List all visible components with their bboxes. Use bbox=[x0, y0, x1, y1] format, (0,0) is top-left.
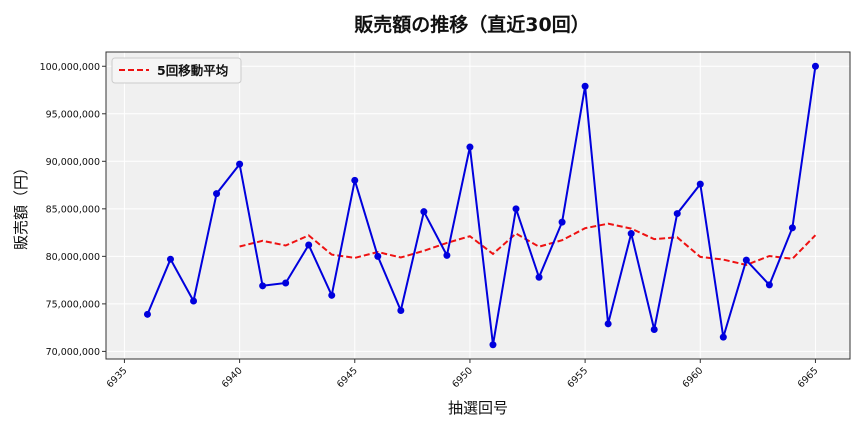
sales-point bbox=[259, 282, 267, 290]
x-axis-ticks: 6935 6940 6945 6950 6955 6960 6965 bbox=[105, 359, 821, 390]
sales-point bbox=[650, 326, 658, 334]
plot-border bbox=[105, 51, 851, 360]
sales-point bbox=[166, 255, 174, 263]
sales-point bbox=[443, 251, 451, 259]
sales-point bbox=[604, 320, 612, 328]
sales-point bbox=[558, 218, 566, 226]
x-tick-label: 6960 bbox=[681, 365, 706, 390]
plot-area bbox=[106, 52, 850, 359]
y-tick-label: 75,000,000 bbox=[46, 299, 100, 310]
x-tick-label: 6950 bbox=[450, 365, 475, 390]
sales-point bbox=[397, 307, 405, 315]
sales-point bbox=[143, 310, 151, 318]
sales-point bbox=[742, 256, 750, 264]
x-tick-label: 6955 bbox=[565, 365, 590, 390]
sales-point bbox=[328, 291, 336, 299]
y-axis-ticks: 70,000,000 75,000,000 80,000,000 85,000,000… bbox=[40, 62, 106, 358]
sales-line bbox=[146, 66, 817, 345]
sales-point bbox=[696, 180, 704, 188]
sales-point bbox=[305, 241, 313, 249]
x-tick-label: 6935 bbox=[105, 365, 130, 390]
sales-point bbox=[190, 297, 198, 305]
legend-box bbox=[111, 57, 242, 84]
sales-point bbox=[673, 210, 681, 218]
sales-point bbox=[811, 62, 819, 70]
sales-point bbox=[535, 273, 543, 281]
sales-point bbox=[466, 143, 474, 151]
legend: 5回移動平均 bbox=[111, 57, 242, 84]
y-tick-label: 80,000,000 bbox=[46, 252, 100, 263]
sales-point bbox=[374, 252, 382, 260]
sales-point bbox=[581, 82, 589, 90]
sales-point bbox=[282, 279, 290, 287]
y-tick-label: 95,000,000 bbox=[46, 109, 100, 120]
y-tick-label: 90,000,000 bbox=[46, 157, 100, 168]
x-tick-label: 6940 bbox=[220, 365, 245, 390]
series-sales bbox=[143, 62, 819, 349]
legend-label-moving-average: 5回移動平均 bbox=[157, 63, 228, 78]
y-tick-label: 85,000,000 bbox=[46, 204, 100, 215]
x-tick-label: 6945 bbox=[335, 365, 360, 390]
y-axis-label: 販売額（円） bbox=[12, 160, 30, 250]
sales-point bbox=[351, 176, 359, 184]
y-tick-label: 70,000,000 bbox=[46, 347, 100, 358]
sales-point bbox=[719, 333, 727, 341]
sales-point bbox=[765, 281, 773, 289]
sales-point bbox=[627, 230, 635, 238]
sales-point bbox=[236, 160, 244, 168]
sales-point bbox=[788, 224, 796, 232]
y-tick-label: 100,000,000 bbox=[40, 62, 100, 73]
sales-point bbox=[512, 205, 520, 213]
sales-point bbox=[489, 341, 497, 349]
sales-point bbox=[420, 208, 428, 216]
grid-lines bbox=[105, 51, 851, 360]
x-axis-label: 抽選回号 bbox=[448, 399, 508, 417]
chart-title: 販売額の推移（直近30回） bbox=[354, 13, 589, 36]
sales-point bbox=[213, 190, 221, 198]
x-tick-label: 6965 bbox=[796, 365, 821, 390]
